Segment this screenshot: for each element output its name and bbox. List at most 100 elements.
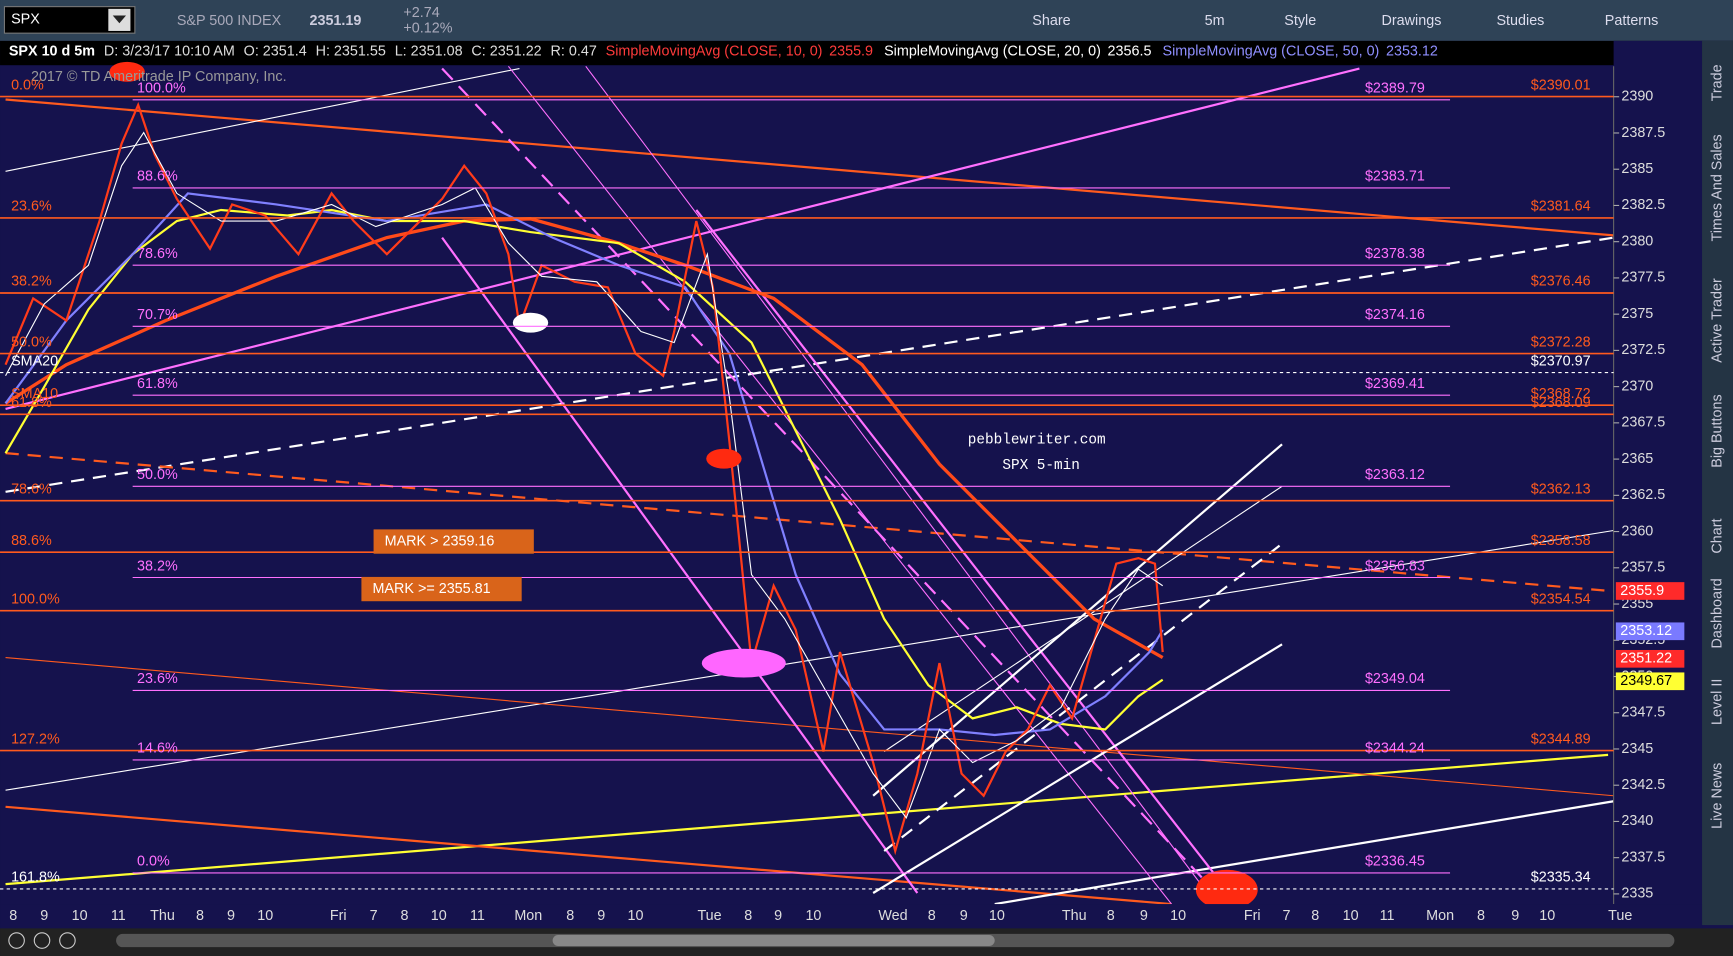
x-tick-label: 10	[989, 908, 1005, 924]
x-tick-label: 8	[401, 908, 409, 924]
price-axis	[1613, 40, 1703, 926]
trend-line	[585, 65, 1217, 905]
price-level-label: $2336.45	[1365, 854, 1425, 870]
toolbar-button[interactable]: Style	[1284, 13, 1316, 29]
sidebar-tab[interactable]: Big Buttons	[1709, 394, 1725, 467]
toolbar-button[interactable]: Patterns	[1605, 13, 1658, 29]
channel-line	[883, 542, 1283, 852]
x-tick-label: 10	[431, 908, 447, 924]
sidebar-tab[interactable]: Dashboard	[1709, 578, 1725, 648]
y-tick-label: 2380	[1621, 233, 1653, 249]
fib-label: 161.8%	[11, 870, 60, 886]
price-level-label: $2369.41	[1365, 376, 1425, 392]
moving-average	[5, 131, 1164, 819]
toolbar-button[interactable]: Studies	[1496, 13, 1544, 29]
zoom-icon[interactable]	[59, 932, 76, 949]
last-price: 2351.19	[309, 13, 361, 29]
y-tick-label: 2375	[1621, 306, 1653, 322]
x-tick-label: Thu	[1062, 908, 1087, 924]
toolbar-button[interactable]: Drawings	[1382, 13, 1442, 29]
price-tag	[1615, 622, 1685, 641]
x-tick-label: Mon	[1426, 908, 1454, 924]
price-tag-label: 2355.9	[1620, 583, 1664, 599]
header-field: H: 2351.55	[316, 44, 386, 60]
price-tag	[1615, 582, 1685, 600]
sidebar-tab[interactable]: Live News	[1709, 763, 1725, 829]
x-tick-label: 9	[1511, 908, 1519, 924]
y-tick-label: 2360	[1621, 523, 1653, 539]
fib-label: 38.2%	[11, 274, 52, 290]
fib-label: 127.2%	[11, 731, 60, 747]
x-tick-label: 9	[40, 908, 48, 924]
y-tick-label: 2365	[1621, 451, 1653, 467]
zoom-icon[interactable]	[33, 932, 51, 949]
fib-label: 0.0%	[11, 77, 44, 93]
y-tick-label: 2335	[1621, 886, 1653, 902]
price-line	[4, 101, 1164, 856]
y-tick-label: 2367.5	[1621, 415, 1665, 431]
x-tick-label: 9	[1140, 908, 1148, 924]
alert-box[interactable]	[361, 576, 522, 602]
header-field: C: 2351.22	[471, 44, 541, 60]
alert-box[interactable]	[373, 529, 534, 554]
zoom-icon[interactable]	[8, 932, 25, 949]
x-tick-label: 9	[227, 908, 235, 924]
trend-line	[5, 67, 520, 172]
y-tick-label: 2342.5	[1621, 777, 1665, 793]
sidebar-tab[interactable]: Times And Sales	[1709, 134, 1725, 241]
x-tick-label: 11	[1380, 908, 1395, 924]
toolbar-button[interactable]: Share	[1032, 13, 1070, 29]
annotation: SPX 5-min	[1002, 458, 1080, 474]
price-level-label: $2389.79	[1365, 81, 1425, 97]
channel-line	[872, 643, 1283, 894]
x-tick-label: 8	[1311, 908, 1319, 924]
x-tick-label: 8	[196, 908, 204, 924]
alert-label: MARK > 2359.16	[385, 533, 495, 549]
moving-average	[4, 208, 1164, 731]
sidebar-tab[interactable]: Active Trader	[1709, 278, 1725, 363]
x-tick-label: Mon	[514, 908, 542, 924]
x-tick-label: Thu	[150, 908, 175, 924]
alert-label: MARK >= 2355.81	[372, 581, 490, 597]
fib-label: 0.0%	[137, 854, 170, 870]
marker	[1195, 869, 1258, 910]
x-tick-label: 10	[628, 908, 644, 924]
fib-label: SMA20	[11, 353, 58, 369]
x-tick-label: Tue	[697, 908, 721, 924]
sidebar	[1702, 40, 1733, 926]
symbol: SPX	[11, 12, 40, 28]
y-tick-label: 2377.5	[1621, 270, 1665, 286]
fib-label: 78.6%	[11, 481, 52, 497]
price-tag-label: 2349.67	[1620, 673, 1672, 689]
x-tick-label: 7	[370, 908, 378, 924]
price-level-label: $2378.38	[1365, 246, 1425, 262]
trend-line	[5, 236, 1614, 493]
price-level-label: $2344.89	[1531, 731, 1591, 747]
time-axis	[0, 904, 1703, 929]
price-level-label: $2356.83	[1365, 558, 1425, 574]
sidebar-tab[interactable]: Level II	[1709, 679, 1725, 725]
scroll-thumb[interactable]	[552, 935, 995, 947]
sidebar-tab[interactable]: Trade	[1709, 64, 1725, 101]
header-field: D: 3/23/17 10:10 AM	[104, 44, 235, 60]
x-tick-label: 9	[774, 908, 782, 924]
price-tag-label: 2351.22	[1620, 651, 1672, 667]
x-tick-label: Wed	[878, 908, 907, 924]
toolbar-button[interactable]: 5m	[1205, 13, 1225, 29]
trend-line	[5, 98, 1614, 237]
price-level-label: $2372.28	[1531, 334, 1591, 350]
x-tick-label: 7	[1282, 908, 1290, 924]
header-field: O: 2351.4	[244, 44, 307, 60]
header-field: SPX 10 d 5m	[9, 44, 95, 60]
fib-label: 78.6%	[137, 246, 178, 262]
x-tick-label: 8	[744, 908, 752, 924]
header-field: L: 2351.08	[395, 44, 463, 60]
study-value: 2353.12	[1386, 44, 1438, 60]
x-tick-label: 10	[72, 908, 88, 924]
annotation: pebblewriter.com	[968, 433, 1106, 449]
y-tick-label: 2372.5	[1621, 342, 1665, 358]
marker	[706, 448, 742, 469]
sidebar-tab[interactable]: Chart	[1709, 518, 1725, 553]
fib-label: 61.8%	[11, 395, 52, 411]
